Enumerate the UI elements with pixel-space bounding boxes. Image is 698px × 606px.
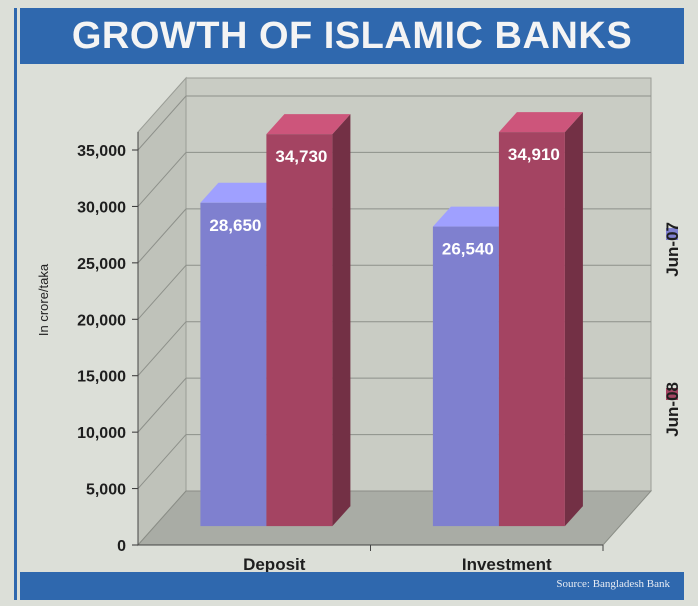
bar-jun-07 <box>200 202 267 527</box>
gridline-side <box>137 152 187 207</box>
gridline-side <box>137 95 187 151</box>
y-tick-label: 10,000 <box>77 425 126 442</box>
y-tick-label: 15,000 <box>77 369 126 386</box>
y-tick-label: 25,000 <box>77 256 126 273</box>
y-tick-label: 5,000 <box>86 482 126 499</box>
bar-top <box>432 206 517 227</box>
bar-top <box>498 112 583 133</box>
y-tick-label: 30,000 <box>77 199 126 216</box>
source-banner: Source: Bangladesh Bank <box>20 572 684 600</box>
x-tick-label: Deposit <box>243 555 306 574</box>
data-label: 34,730 <box>275 147 327 166</box>
bar-top <box>200 182 285 203</box>
y-tick-label: 20,000 <box>77 312 126 329</box>
gridline-side <box>137 264 187 320</box>
bar-top <box>266 114 351 135</box>
y-axis-label: In crore/taka <box>36 263 51 336</box>
gridline-side <box>137 377 187 433</box>
title-banner: GROWTH OF ISLAMIC BANKS <box>20 8 684 64</box>
bar-side <box>332 114 351 527</box>
frame-border <box>14 8 17 600</box>
gridline-side <box>137 434 187 489</box>
bar-side <box>564 112 583 527</box>
legend-label: Jun-07 <box>663 222 682 277</box>
bar-jun-08 <box>498 132 565 527</box>
legend-label: Jun-08 <box>663 382 682 437</box>
bar-jun-07 <box>432 226 499 527</box>
data-label: 34,910 <box>508 145 560 164</box>
data-label: 26,540 <box>442 240 494 259</box>
data-label: 28,650 <box>209 216 261 235</box>
legend-swatch-jun-08 <box>666 388 678 400</box>
gridline-side <box>137 321 187 377</box>
legend-swatch-jun-07 <box>666 228 678 240</box>
source-note: Source: Bangladesh Bank <box>556 578 670 590</box>
chart-title: GROWTH OF ISLAMIC BANKS <box>71 14 633 57</box>
y-tick-label: 35,000 <box>77 143 126 160</box>
x-tick-label: Investment <box>462 555 552 574</box>
gridline-side <box>137 208 187 264</box>
y-tick-label: 0 <box>117 538 126 555</box>
bar-jun-08 <box>266 134 333 527</box>
